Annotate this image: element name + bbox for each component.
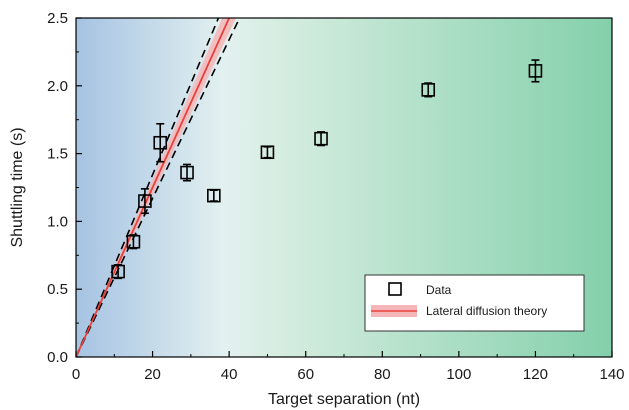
data-point bbox=[314, 131, 328, 147]
data-point bbox=[153, 122, 168, 163]
data-marker bbox=[126, 234, 141, 249]
x-tick-label: 100 bbox=[446, 366, 471, 383]
data-marker bbox=[111, 264, 125, 279]
x-axis: 0 20 40 60 80 100 120 140 bbox=[72, 351, 625, 383]
data-marker bbox=[138, 194, 152, 208]
x-tick-label: 140 bbox=[599, 366, 624, 383]
legend-label-theory: Lateral diffusion theory bbox=[426, 304, 547, 318]
data-point bbox=[260, 145, 275, 160]
data-layer bbox=[111, 59, 543, 280]
x-axis-title: Target separation (nt) bbox=[268, 391, 420, 408]
data-point bbox=[126, 234, 141, 250]
y-tick-label: 1.5 bbox=[47, 146, 68, 163]
y-tick-label: 2.0 bbox=[47, 78, 68, 95]
y-axis: 0.0 0.5 1.0 1.5 2.0 2.5 bbox=[47, 10, 82, 366]
x-tick-label: 120 bbox=[523, 366, 548, 383]
data-marker bbox=[528, 64, 543, 78]
data-point bbox=[180, 163, 194, 182]
data-point bbox=[138, 188, 152, 215]
data-marker bbox=[421, 83, 436, 97]
y-tick-label: 0.5 bbox=[47, 281, 68, 298]
x-tick-label: 20 bbox=[144, 366, 161, 383]
data-point bbox=[111, 263, 125, 280]
data-marker bbox=[153, 135, 168, 150]
theory-line bbox=[76, 18, 231, 357]
legend-marker-data bbox=[388, 282, 402, 296]
data-marker bbox=[207, 188, 221, 203]
x-tick-label: 40 bbox=[221, 366, 238, 383]
data-marker bbox=[180, 165, 194, 180]
data-marker bbox=[260, 145, 275, 160]
data-point bbox=[421, 82, 436, 98]
y-tick-label: 2.5 bbox=[47, 10, 68, 27]
legend-label-data: Data bbox=[426, 283, 452, 297]
data-marker bbox=[314, 131, 328, 146]
x-tick-label: 0 bbox=[72, 366, 80, 383]
theory-confidence-band bbox=[76, 18, 237, 357]
legend: Data Lateral diffusion theory bbox=[364, 274, 585, 332]
y-tick-label: 0.0 bbox=[47, 349, 68, 366]
x-tick-label: 60 bbox=[297, 366, 314, 383]
theory-bound-lower bbox=[76, 18, 241, 357]
x-tick-label: 80 bbox=[374, 366, 391, 383]
y-tick-label: 1.0 bbox=[47, 213, 68, 230]
y-axis-title: Shuttling time (s) bbox=[9, 127, 26, 247]
data-point bbox=[207, 188, 221, 203]
data-point bbox=[528, 59, 543, 83]
